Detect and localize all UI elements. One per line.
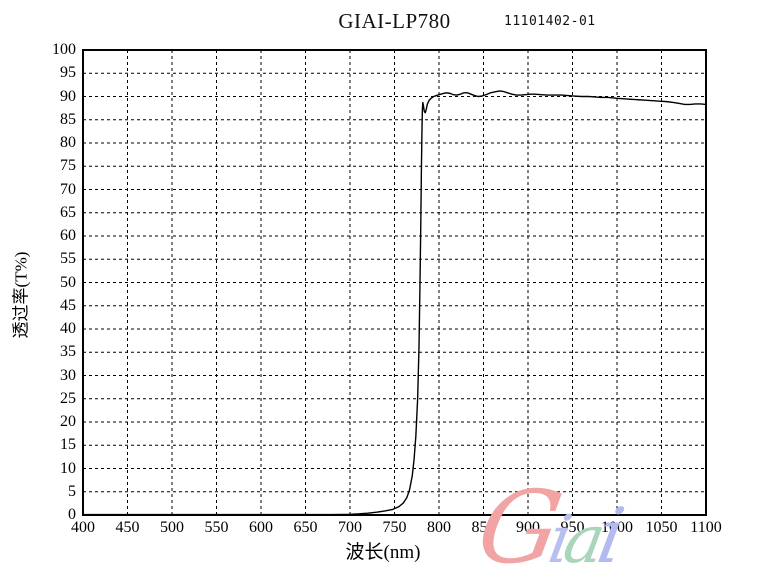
x-tick-label: 800 [427, 519, 451, 536]
y-tick-label: 70 [60, 180, 76, 198]
y-tick-label: 5 [68, 482, 76, 500]
y-tick-label: 15 [60, 436, 76, 454]
x-tick-label: 600 [249, 519, 273, 536]
transmittance-curve [82, 90, 707, 516]
y-tick-label: 95 [60, 64, 76, 82]
y-tick-label: 75 [60, 157, 76, 175]
x-tick-label: 950 [560, 519, 585, 536]
y-tick-label: 50 [60, 273, 76, 291]
y-tick-label: 100 [52, 41, 76, 58]
y-tick-label: 65 [60, 203, 76, 221]
x-axis-title: 波长(nm) [345, 542, 421, 563]
x-tick-label: 1000 [601, 519, 633, 536]
x-tick-label: 650 [293, 519, 318, 536]
x-tick-label: 1100 [690, 519, 722, 536]
y-tick-label: 20 [60, 413, 76, 430]
y-tick-label: 55 [60, 250, 76, 268]
y-tick-label: 40 [60, 320, 76, 337]
y-tick-label: 60 [60, 227, 76, 244]
y-tick-label: 85 [60, 110, 76, 128]
y-tick-label: 35 [60, 343, 76, 361]
chart-title: GIAI-LP780 [338, 9, 451, 33]
x-tick-label: 750 [382, 519, 407, 536]
x-tick-label: 1050 [645, 519, 678, 536]
y-tick-label: 30 [60, 366, 76, 384]
y-tick-label: 90 [60, 87, 76, 105]
x-tick-label: 500 [160, 519, 184, 536]
x-tick-label: 550 [204, 519, 229, 536]
y-tick-label: 45 [60, 296, 76, 314]
y-tick-label: 0 [68, 506, 76, 523]
x-tick-label: 900 [516, 519, 540, 536]
x-tick-label: 400 [71, 519, 95, 536]
y-axis-title: 透过率(T%) [11, 251, 31, 339]
serial-number: 11101402-01 [504, 14, 596, 29]
x-tick-label: 700 [338, 519, 362, 536]
y-tick-label: 25 [60, 389, 76, 407]
y-tick-label: 10 [60, 459, 76, 477]
x-tick-label: 850 [471, 519, 496, 536]
y-tick-label: 80 [60, 134, 76, 151]
x-tick-label: 450 [115, 519, 140, 536]
